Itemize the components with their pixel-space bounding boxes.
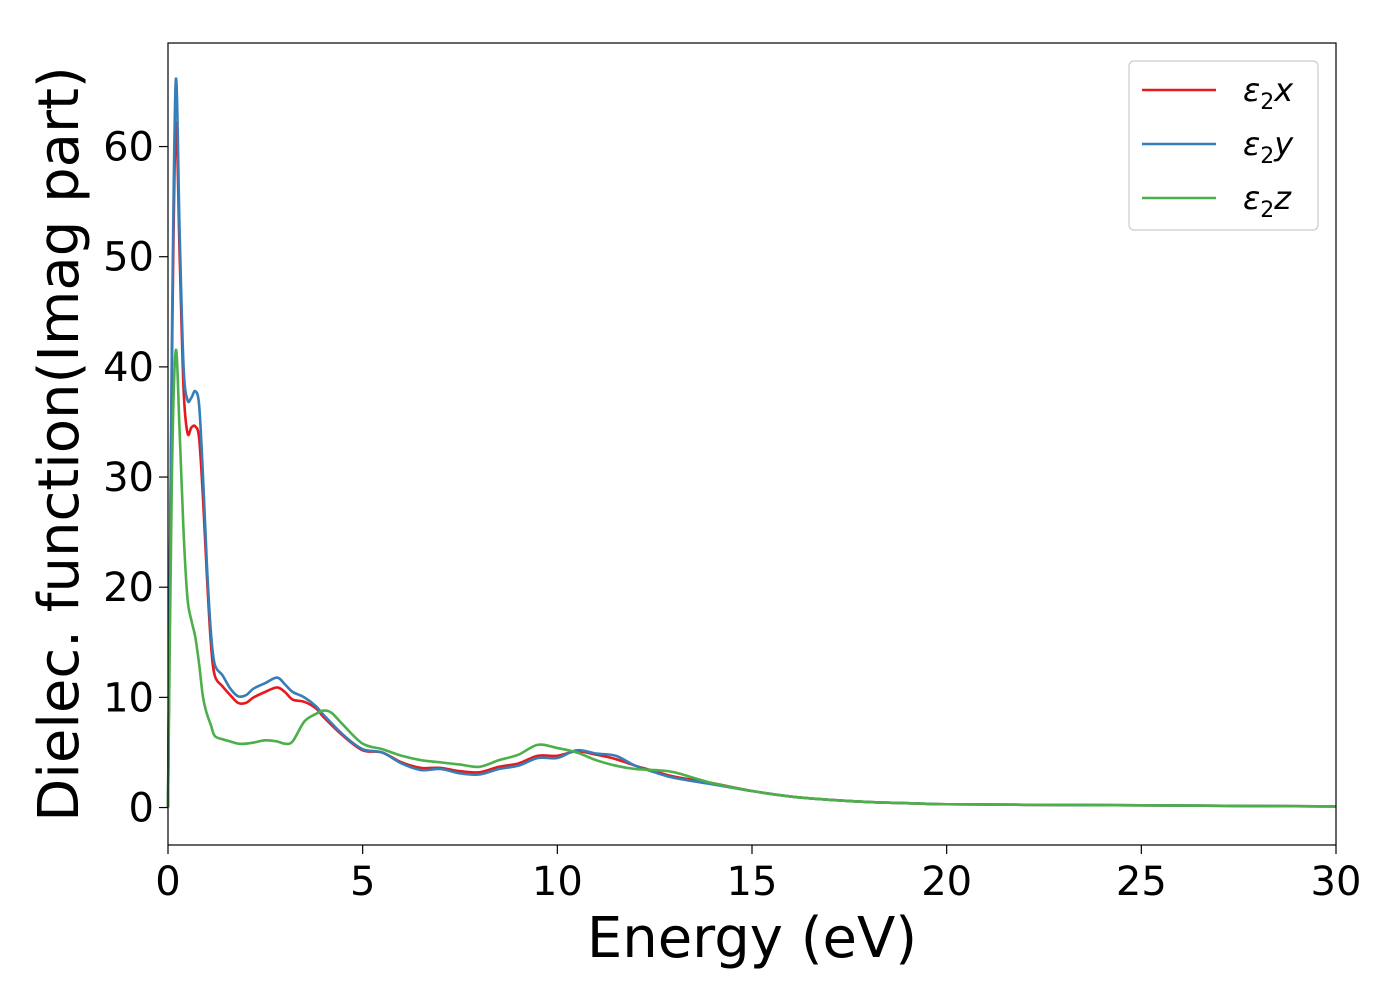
series-line-3 xyxy=(166,348,1337,808)
y-axis-label: Dielec. function(Imag part) xyxy=(27,66,92,822)
y-tick-label: 60 xyxy=(103,125,154,171)
x-tick-label: 0 xyxy=(155,859,180,905)
x-tick-label: 15 xyxy=(727,859,778,905)
y-tick-label: 20 xyxy=(103,565,154,611)
y-tick-label: 50 xyxy=(103,235,154,281)
x-tick-label: 20 xyxy=(921,859,972,905)
y-tick-label: 10 xyxy=(103,675,154,721)
x-tick-label: 25 xyxy=(1116,859,1167,905)
y-tick-label: 40 xyxy=(103,345,154,391)
legend-label-3: ε2z xyxy=(1243,179,1292,223)
legend-label-2: ε2y xyxy=(1243,125,1294,169)
x-tick-label: 30 xyxy=(1311,859,1362,905)
x-axis-label: Energy (eV) xyxy=(587,906,917,971)
series-layer xyxy=(166,77,1337,808)
x-tick-label: 10 xyxy=(532,859,583,905)
y-tick-label: 30 xyxy=(103,455,154,501)
y-tick-label: 0 xyxy=(129,786,154,832)
x-tick-label: 5 xyxy=(350,859,375,905)
legend: ε2x ε2y ε2z xyxy=(1128,60,1319,231)
legend-frame xyxy=(1128,60,1319,231)
legend-label-1: ε2x xyxy=(1243,71,1294,115)
plot-frame xyxy=(167,42,1337,846)
ticks-layer: 0 5 10 15 20 25 30 0 10 20 30 40 50 60 xyxy=(103,125,1361,905)
legend-items: ε2x ε2y ε2z xyxy=(1142,71,1294,223)
